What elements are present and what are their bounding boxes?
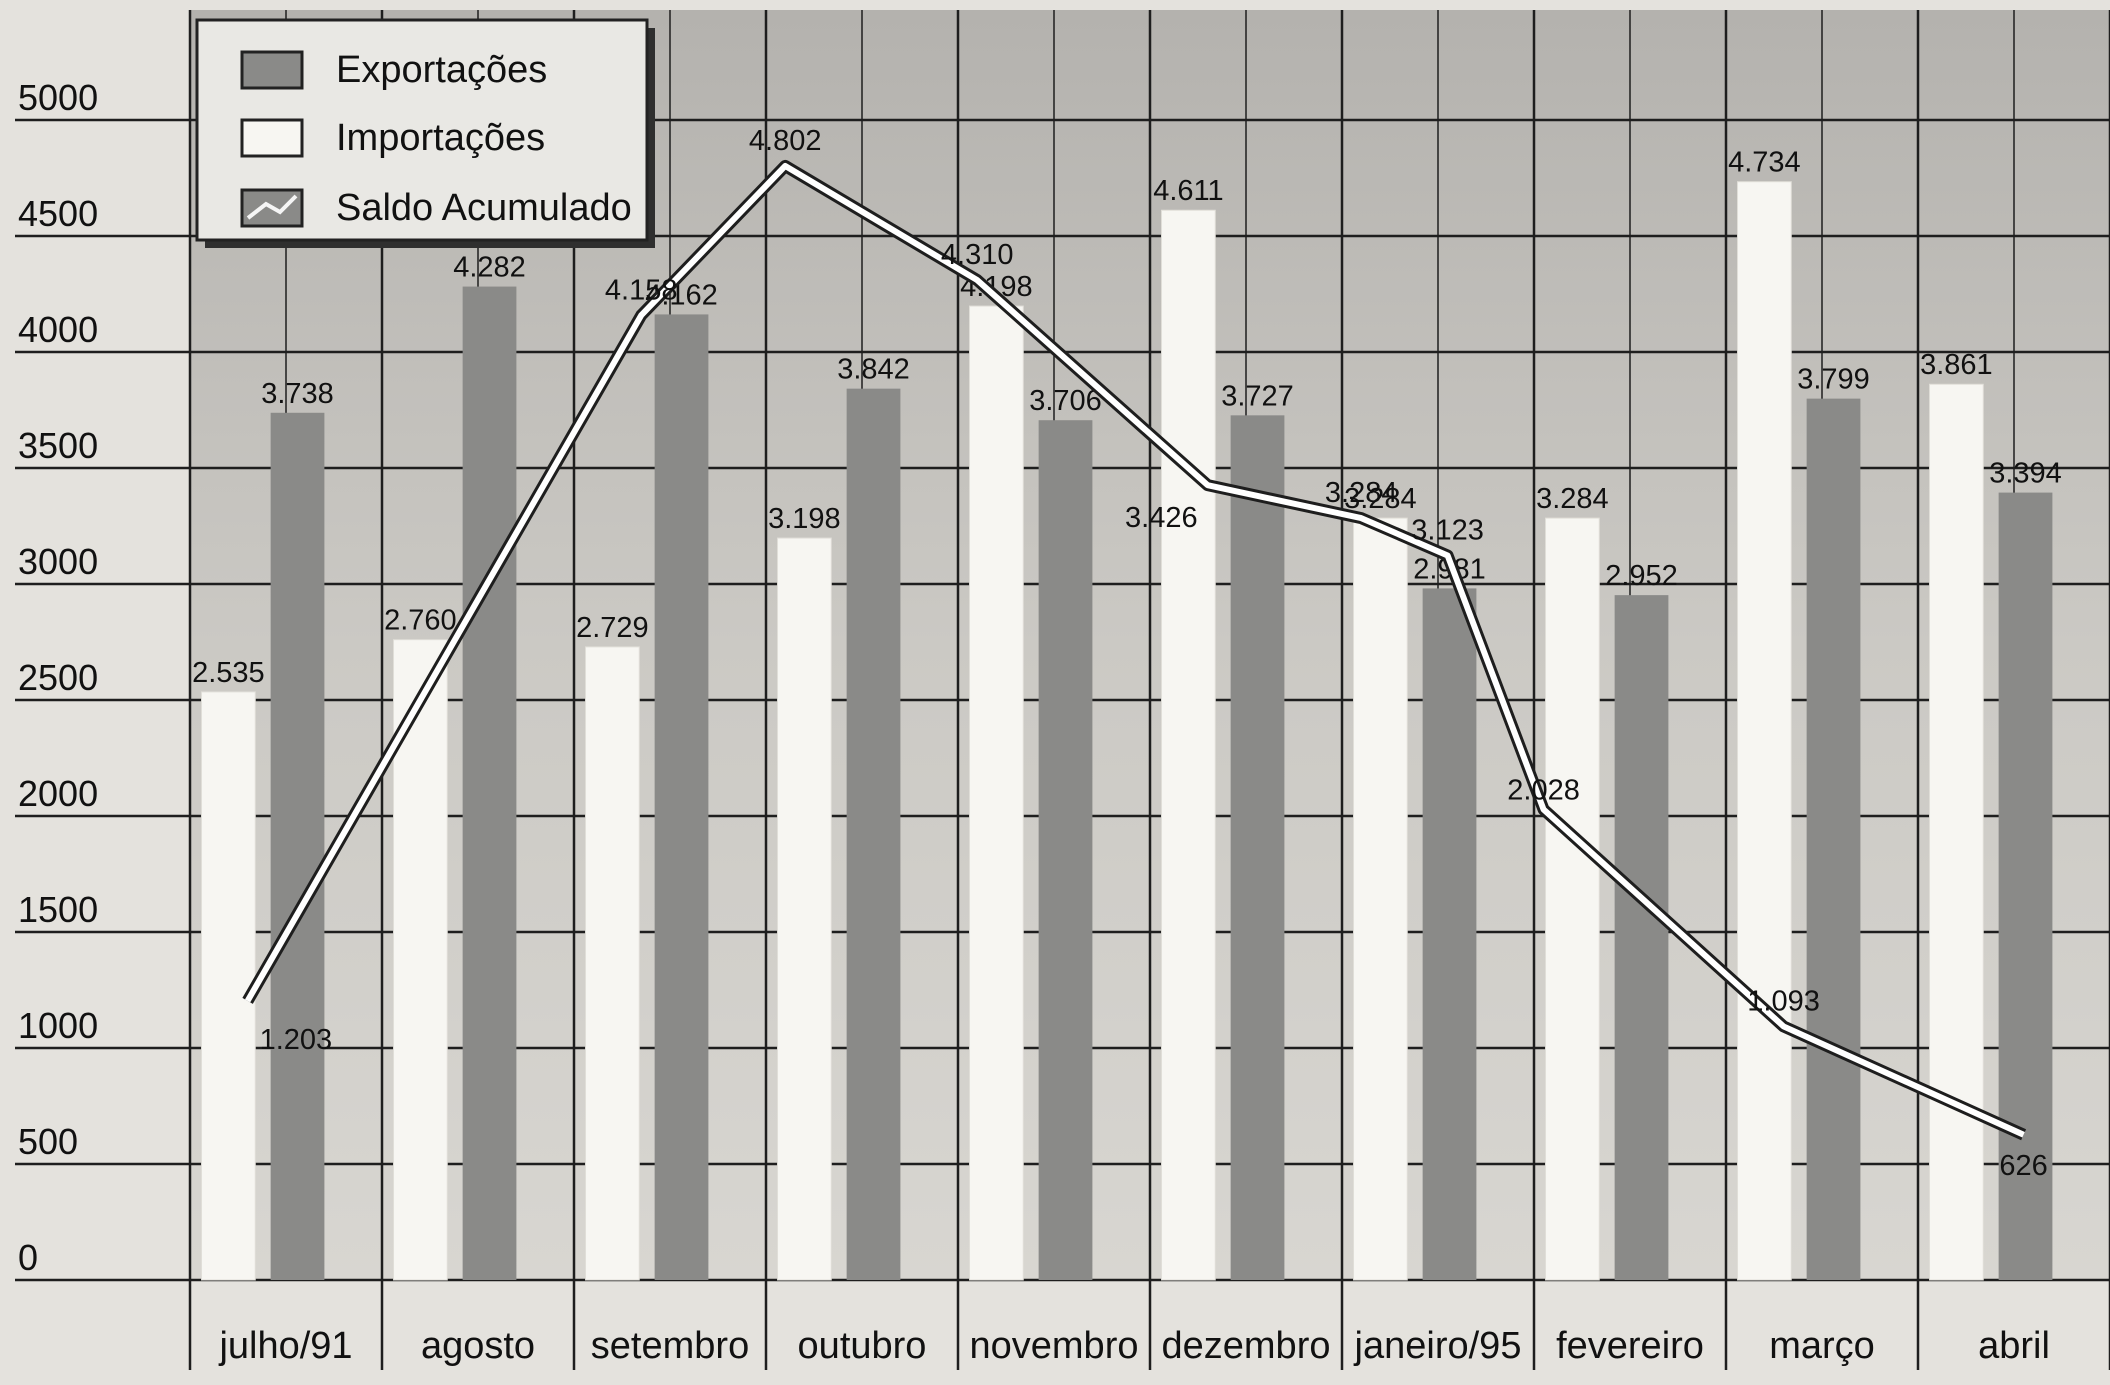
bar-exportacoes — [1614, 595, 1669, 1280]
y-tick-label: 0 — [18, 1237, 38, 1278]
x-tick-label: agosto — [421, 1325, 535, 1367]
saldo-labels-group: 1.2034.1584.8024.3103.4263.2843.1232.028… — [260, 125, 2048, 1182]
saldo-point-label: 2.028 — [1507, 775, 1580, 807]
legend-swatch-exportacoes — [240, 50, 304, 90]
bar-label-exportacoes: 3.799 — [1797, 364, 1870, 396]
saldo-point-label: 3.426 — [1125, 502, 1198, 534]
y-tick-label: 3500 — [18, 425, 98, 466]
bar-label-importacoes: 3.284 — [1344, 483, 1417, 515]
x-tick-label: novembro — [970, 1325, 1139, 1367]
saldo-point-label: 4.158 — [605, 274, 678, 306]
bar-exportacoes — [654, 314, 709, 1280]
saldo-point-label: 4.802 — [749, 125, 822, 157]
bar-label-exportacoes: 4.282 — [453, 252, 526, 284]
bar-importacoes — [585, 646, 640, 1281]
bar-importacoes — [1353, 517, 1408, 1281]
saldo-line-group — [242, 159, 2027, 1141]
y-tick-label: 2000 — [18, 773, 98, 814]
x-tick-label: abril — [1978, 1325, 2050, 1367]
y-tick-label: 5000 — [18, 77, 98, 118]
x-tick-label: março — [1769, 1325, 1875, 1367]
bar-exportacoes — [1422, 588, 1477, 1280]
bar-exportacoes — [846, 388, 901, 1280]
y-tick-label: 500 — [18, 1121, 78, 1162]
x-tick-label: outubro — [798, 1325, 927, 1367]
bar-importacoes — [1737, 181, 1792, 1281]
saldo-point-label: 3.123 — [1411, 514, 1484, 546]
x-tick-label: dezembro — [1162, 1325, 1331, 1367]
x-tick-label: janeiro/95 — [1354, 1325, 1522, 1367]
bar-label-importacoes: 3.198 — [768, 503, 841, 535]
saldo-point-label: 1.093 — [1747, 985, 1820, 1017]
bar-label-exportacoes: 3.842 — [837, 354, 910, 386]
bar-exportacoes — [1806, 398, 1861, 1281]
y-tick-label: 1000 — [18, 1005, 98, 1046]
bar-importacoes — [1545, 517, 1600, 1281]
bar-label-exportacoes: 3.706 — [1029, 385, 1102, 417]
bar-label-importacoes: 4.611 — [1153, 175, 1223, 207]
bar-label-exportacoes: 3.394 — [1989, 458, 2062, 490]
bar-label-importacoes: 4.734 — [1728, 147, 1801, 179]
y-tick-label: 4000 — [18, 309, 98, 350]
bar-importacoes — [969, 305, 1024, 1281]
bar-exportacoes — [1230, 415, 1285, 1280]
bar-label-exportacoes: 3.727 — [1221, 380, 1294, 412]
bar-label-importacoes: 2.729 — [576, 612, 649, 644]
legend: Exportações Importações Saldo Acumulado — [195, 18, 655, 248]
bar-importacoes — [393, 639, 448, 1281]
x-tick-label: julho/91 — [218, 1325, 352, 1367]
axes-group: 0 500 1000 1500 2000 2500 3000 3500 4000 4500 5000… — [18, 77, 2050, 1367]
bar-exportacoes — [462, 286, 517, 1280]
legend-swatch-importacoes — [240, 118, 304, 158]
legend-label-importacoes: Importações — [336, 117, 545, 159]
legend-label-exportacoes: Exportações — [336, 49, 547, 91]
y-tick-label: 3000 — [18, 541, 98, 582]
saldo-line — [244, 162, 2025, 1138]
bar-exportacoes — [270, 412, 325, 1280]
y-tick-label: 2500 — [18, 657, 98, 698]
bar-importacoes — [777, 537, 832, 1281]
bar-label-importacoes: 2.535 — [192, 657, 265, 689]
bar-exportacoes — [1038, 420, 1093, 1280]
bar-label-importacoes: 3.861 — [1920, 349, 1993, 381]
bar-importacoes — [1161, 209, 1216, 1281]
bar-label-exportacoes: 2.952 — [1605, 560, 1678, 592]
legend-label-saldo: Saldo Acumulado — [336, 187, 632, 229]
bar-exportacoes — [1998, 492, 2053, 1280]
y-tick-label: 4500 — [18, 193, 98, 234]
bar-importacoes — [201, 691, 256, 1281]
y-tick-label: 1500 — [18, 889, 98, 930]
bar-label-exportacoes: 3.738 — [261, 378, 334, 410]
bar-importacoes — [1929, 383, 1984, 1281]
saldo-point-label: 4.310 — [941, 239, 1014, 271]
bar-label-importacoes: 3.284 — [1536, 483, 1609, 515]
x-tick-label: fevereiro — [1556, 1325, 1704, 1367]
saldo-point-label: 626 — [1999, 1150, 2047, 1182]
bars-group — [201, 181, 2053, 1281]
x-tick-label: setembro — [591, 1325, 749, 1367]
legend-line-icon — [246, 194, 298, 220]
saldo-point-label: 1.203 — [260, 1024, 333, 1056]
bar-label-importacoes: 2.760 — [384, 605, 457, 637]
saldo-point-label: 3.284 — [1325, 477, 1398, 509]
